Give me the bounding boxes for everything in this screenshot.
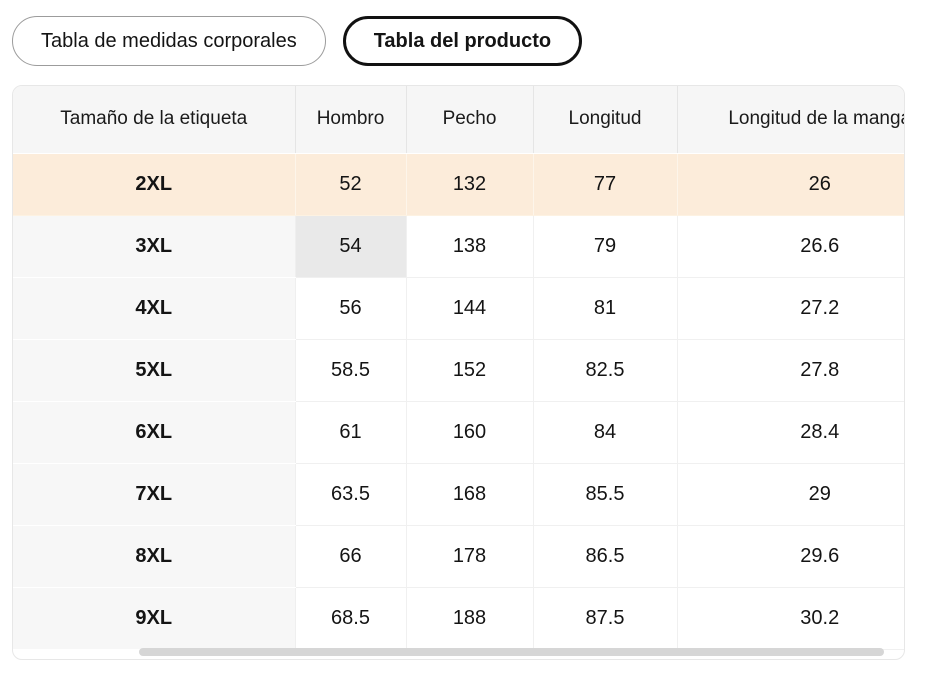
table-row[interactable]: 8XL 66 178 86.5 29.6 <box>13 525 904 588</box>
value-cell[interactable]: 144 <box>406 277 534 340</box>
tab-body-measurements[interactable]: Tabla de medidas corporales <box>12 16 326 66</box>
table-row[interactable]: 9XL 68.5 188 87.5 30.2 <box>13 587 904 650</box>
horizontal-scrollbar-thumb[interactable] <box>139 648 884 656</box>
value-cell[interactable]: 27.8 <box>677 339 904 402</box>
value-cell[interactable]: 168 <box>406 463 534 526</box>
value-cell[interactable]: 85.5 <box>533 463 678 526</box>
size-label-cell[interactable]: 4XL <box>13 277 296 340</box>
table-row[interactable]: 4XL 56 144 81 27.2 <box>13 277 904 340</box>
value-cell[interactable]: 132 <box>406 153 534 216</box>
value-cell[interactable]: 87.5 <box>533 587 678 650</box>
tab-product-measurements[interactable]: Tabla del producto <box>342 16 583 66</box>
value-cell[interactable]: 27.2 <box>677 277 904 340</box>
size-table-card: Tamaño de la etiqueta Hombro Pecho Longitud… <box>12 85 905 660</box>
value-cell[interactable]: 152 <box>406 339 534 402</box>
value-cell[interactable]: 54 <box>295 215 407 278</box>
value-cell[interactable]: 178 <box>406 525 534 588</box>
value-cell[interactable]: 81 <box>533 277 678 340</box>
size-label-cell[interactable]: 3XL <box>13 215 296 278</box>
header-row: Tamaño de la etiqueta Hombro Pecho Longitud… <box>13 86 904 154</box>
table-row[interactable]: 2XL 52 132 77 26 <box>13 153 904 216</box>
value-cell[interactable]: 84 <box>533 401 678 464</box>
value-cell[interactable]: 86.5 <box>533 525 678 588</box>
value-cell[interactable]: 29 <box>677 463 904 526</box>
value-cell[interactable]: 29.6 <box>677 525 904 588</box>
header-cell: Tamaño de la etiqueta <box>13 86 296 154</box>
value-cell[interactable]: 160 <box>406 401 534 464</box>
value-cell[interactable]: 56 <box>295 277 407 340</box>
table-row[interactable]: 7XL 63.5 168 85.5 29 <box>13 463 904 526</box>
value-cell[interactable]: 79 <box>533 215 678 278</box>
value-cell[interactable]: 63.5 <box>295 463 407 526</box>
value-cell[interactable]: 82.5 <box>533 339 678 402</box>
size-label-cell[interactable]: 7XL <box>13 463 296 526</box>
size-label-cell[interactable]: 2XL <box>13 153 296 216</box>
table-scroll-area[interactable]: Tamaño de la etiqueta Hombro Pecho Longitud… <box>13 86 904 650</box>
value-cell[interactable]: 26.6 <box>677 215 904 278</box>
size-table: Tamaño de la etiqueta Hombro Pecho Longitud… <box>13 86 904 650</box>
table-row[interactable]: 6XL 61 160 84 28.4 <box>13 401 904 464</box>
value-cell[interactable]: 30.2 <box>677 587 904 650</box>
header-cell: Pecho <box>406 86 534 154</box>
size-chart-tabs: Tabla de medidas corporales Tabla del pr… <box>12 16 932 66</box>
value-cell[interactable]: 68.5 <box>295 587 407 650</box>
header-cell: Longitud <box>533 86 678 154</box>
value-cell[interactable]: 26 <box>677 153 904 216</box>
table-row[interactable]: 5XL 58.5 152 82.5 27.8 <box>13 339 904 402</box>
value-cell[interactable]: 58.5 <box>295 339 407 402</box>
value-cell[interactable]: 138 <box>406 215 534 278</box>
value-cell[interactable]: 188 <box>406 587 534 650</box>
header-cell: Longitud de la manga <box>677 86 904 154</box>
value-cell[interactable]: 77 <box>533 153 678 216</box>
table-body: 2XL 52 132 77 26 3XL 54 138 79 26.6 4XL 56 144 81 27.2… <box>13 153 904 650</box>
value-cell[interactable]: 28.4 <box>677 401 904 464</box>
size-label-cell[interactable]: 6XL <box>13 401 296 464</box>
size-label-cell[interactable]: 8XL <box>13 525 296 588</box>
value-cell[interactable]: 52 <box>295 153 407 216</box>
value-cell[interactable]: 66 <box>295 525 407 588</box>
table-row[interactable]: 3XL 54 138 79 26.6 <box>13 215 904 278</box>
size-label-cell[interactable]: 5XL <box>13 339 296 402</box>
value-cell[interactable]: 61 <box>295 401 407 464</box>
horizontal-scrollbar[interactable] <box>13 648 904 656</box>
header-cell: Hombro <box>295 86 407 154</box>
size-label-cell[interactable]: 9XL <box>13 587 296 650</box>
